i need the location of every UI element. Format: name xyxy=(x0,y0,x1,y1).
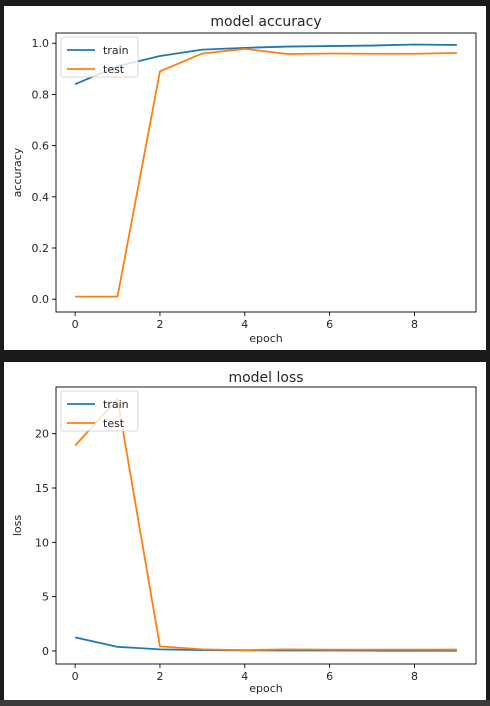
loss-legend: train test xyxy=(60,390,139,432)
loss-plot-frame xyxy=(55,386,477,665)
loss-x-axis-label: epoch xyxy=(249,682,283,695)
loss-x-tick-label: 0 xyxy=(72,670,79,683)
accuracy-y-axis-label: accuracy xyxy=(11,147,24,197)
loss-y-tick-label: 5 xyxy=(42,591,49,604)
loss-panel: model loss 0 2 4 6 8 0 5 10 15 20 epoch loss train tes… xyxy=(4,362,486,700)
accuracy-chart: model accuracy 0 2 4 6 8 0.0 0.2 0.4 0.6 0.8 1.0 epo… xyxy=(11,14,477,345)
accuracy-x-axis-label: epoch xyxy=(249,332,283,345)
loss-series-test-line xyxy=(74,398,457,652)
loss-legend-box xyxy=(60,390,139,432)
accuracy-x-tick-label: 8 xyxy=(411,318,418,331)
accuracy-plot-frame xyxy=(55,32,477,313)
accuracy-legend: train test xyxy=(60,36,139,78)
accuracy-y-tick-label: 0.4 xyxy=(32,191,50,204)
loss-x-tick-label: 8 xyxy=(411,670,418,683)
loss-x-tick-label: 6 xyxy=(326,670,333,683)
loss-y-axis-label: loss xyxy=(11,515,24,537)
loss-chart: model loss 0 2 4 6 8 0 5 10 15 20 epoch loss train tes… xyxy=(11,370,477,695)
accuracy-chart-title: model accuracy xyxy=(210,14,321,30)
loss-x-tick-label: 2 xyxy=(156,670,163,683)
accuracy-legend-label-test: test xyxy=(103,63,125,76)
accuracy-x-tick-label: 0 xyxy=(72,318,79,331)
accuracy-figure: model accuracy 0 2 4 6 8 0.0 0.2 0.4 0.6 0.8 1.0 epo… xyxy=(4,6,486,350)
loss-y-tick-label: 10 xyxy=(35,536,49,549)
accuracy-x-tick-label: 4 xyxy=(241,318,248,331)
accuracy-y-tick-label: 1.0 xyxy=(32,37,50,50)
loss-x-tick-label: 4 xyxy=(241,670,248,683)
loss-figure: model loss 0 2 4 6 8 0 5 10 15 20 epoch loss train tes… xyxy=(0,356,490,706)
loss-y-tick-label: 15 xyxy=(35,482,49,495)
bottom-strip xyxy=(0,700,490,706)
accuracy-x-tick-label: 2 xyxy=(156,318,163,331)
accuracy-series-train-line xyxy=(74,43,457,86)
accuracy-y-tick-label: 0.8 xyxy=(32,88,50,101)
accuracy-legend-label-train: train xyxy=(103,44,129,57)
loss-legend-label-test: test xyxy=(103,417,125,430)
loss-chart-title: model loss xyxy=(228,370,303,386)
accuracy-y-tick-label: 0.6 xyxy=(32,140,50,153)
accuracy-series-test-line xyxy=(75,47,457,298)
loss-series-train-line xyxy=(74,636,457,652)
loss-legend-label-train: train xyxy=(103,398,129,411)
accuracy-y-tick-label: 0.2 xyxy=(32,242,50,255)
accuracy-legend-box xyxy=(60,36,139,78)
accuracy-panel: model accuracy 0 2 4 6 8 0.0 0.2 0.4 0.6 0.8 1.0 epo… xyxy=(4,6,486,350)
accuracy-x-tick-label: 6 xyxy=(326,318,333,331)
loss-y-tick-label: 0 xyxy=(42,645,49,658)
loss-y-tick-label: 20 xyxy=(35,428,49,441)
accuracy-y-tick-label: 0.0 xyxy=(32,293,50,306)
